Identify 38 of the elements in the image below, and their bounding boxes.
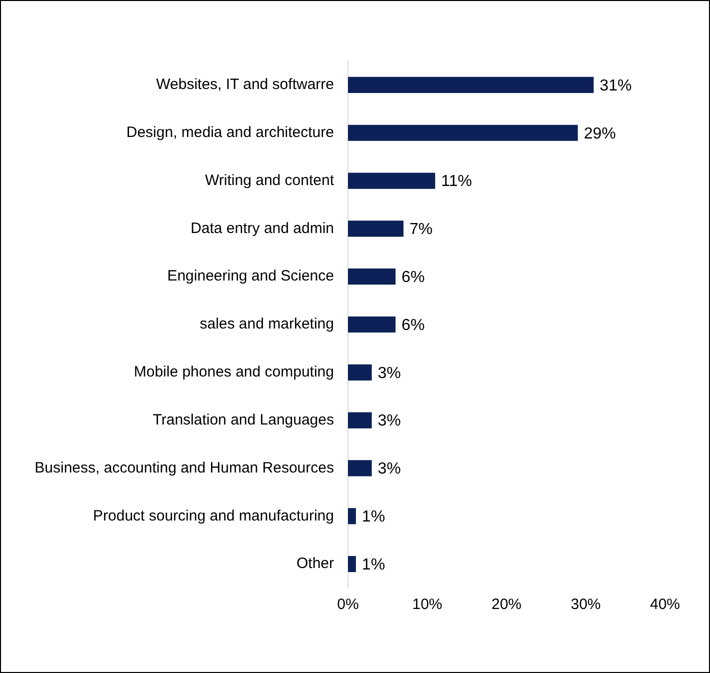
data-label: 1% bbox=[362, 556, 386, 574]
bar bbox=[348, 316, 396, 333]
y-tick-label: Translation and Languages bbox=[152, 411, 334, 428]
bar bbox=[348, 508, 356, 524]
y-tick-label: sales and marketing bbox=[200, 316, 334, 333]
data-label: 1% bbox=[362, 508, 386, 526]
data-label: 29% bbox=[584, 125, 616, 142]
y-tick-label: Data entry and admin bbox=[190, 220, 334, 237]
data-label: 11% bbox=[441, 173, 472, 190]
bar bbox=[348, 268, 396, 285]
x-tick-label: 40% bbox=[650, 596, 680, 614]
y-tick-label: Product sourcing and manufacturing bbox=[93, 507, 334, 524]
data-label: 6% bbox=[402, 268, 425, 286]
bar bbox=[348, 364, 372, 380]
x-tick-label: 0% bbox=[337, 596, 359, 614]
data-label: 6% bbox=[402, 316, 425, 334]
y-tick-label: Writing and content bbox=[205, 172, 335, 189]
y-tick-label: Business, accounting and Human Resources bbox=[34, 459, 334, 476]
y-tick-label: Websites, IT and softwarre bbox=[156, 76, 334, 94]
x-tick-label: 20% bbox=[491, 596, 522, 614]
bar bbox=[348, 76, 594, 94]
y-tick-label: Other bbox=[296, 555, 334, 572]
bar bbox=[348, 124, 578, 141]
y-tick-label: Design, media and architecture bbox=[126, 124, 334, 142]
bar bbox=[348, 556, 356, 572]
x-tick-label: 30% bbox=[570, 596, 601, 614]
data-label: 7% bbox=[409, 221, 433, 238]
bar bbox=[348, 460, 372, 476]
bar bbox=[348, 220, 404, 237]
data-label: 31% bbox=[600, 77, 632, 94]
x-tick-label: 10% bbox=[412, 596, 442, 614]
y-tick-label: Mobile phones and computing bbox=[134, 364, 334, 381]
y-tick-label: Engineering and Science bbox=[167, 268, 334, 285]
bar bbox=[348, 412, 372, 428]
data-label: 3% bbox=[378, 412, 401, 430]
data-label: 3% bbox=[378, 460, 401, 478]
data-label: 3% bbox=[378, 364, 401, 382]
bar bbox=[348, 172, 436, 189]
